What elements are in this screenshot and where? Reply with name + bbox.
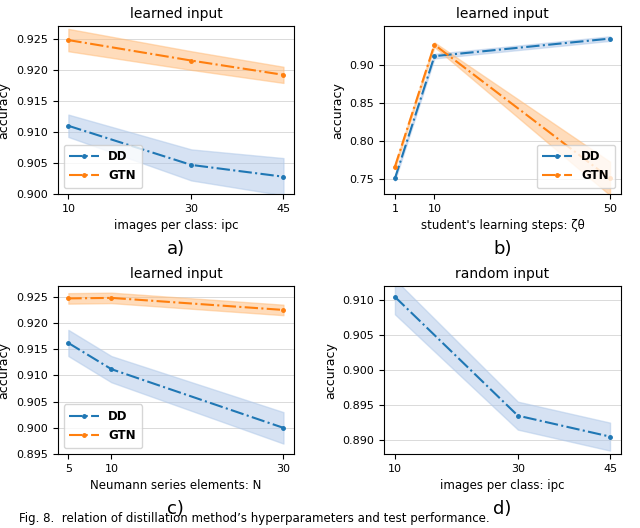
Title: learned input: learned input <box>129 7 222 21</box>
DD <box>280 425 287 431</box>
GTN <box>280 72 287 78</box>
Line: GTN: GTN <box>392 41 614 182</box>
GTN <box>606 175 614 182</box>
Title: learned input: learned input <box>129 267 222 281</box>
Y-axis label: accuracy: accuracy <box>0 82 10 139</box>
Line: DD: DD <box>65 122 287 180</box>
Text: a): a) <box>167 240 185 258</box>
DD <box>391 294 399 300</box>
Line: DD: DD <box>392 294 614 440</box>
DD <box>280 174 287 180</box>
Y-axis label: accuracy: accuracy <box>324 342 337 399</box>
DD <box>65 122 72 129</box>
Title: learned input: learned input <box>456 7 549 21</box>
DD <box>391 175 399 182</box>
Legend: DD, GTN: DD, GTN <box>536 145 615 188</box>
DD <box>514 412 522 419</box>
Legend: DD, GTN: DD, GTN <box>63 145 142 188</box>
GTN <box>108 295 115 301</box>
Text: d): d) <box>493 500 511 518</box>
DD <box>606 433 614 440</box>
DD <box>606 35 614 42</box>
GTN <box>188 58 195 64</box>
Line: DD: DD <box>392 35 614 182</box>
Legend: DD, GTN: DD, GTN <box>63 404 142 448</box>
Text: c): c) <box>168 500 184 518</box>
Y-axis label: accuracy: accuracy <box>331 82 344 139</box>
Line: GTN: GTN <box>65 36 287 78</box>
X-axis label: student's learning steps: ζθ: student's learning steps: ζθ <box>420 220 584 232</box>
DD <box>188 162 195 168</box>
Title: random input: random input <box>456 267 550 281</box>
X-axis label: images per class: ipc: images per class: ipc <box>114 220 238 232</box>
Text: b): b) <box>493 240 512 258</box>
GTN <box>431 42 438 48</box>
GTN <box>391 164 399 170</box>
Text: Fig. 8.  relation of distillation method’s hyperparameters and test performance.: Fig. 8. relation of distillation method’… <box>19 512 490 525</box>
Y-axis label: accuracy: accuracy <box>0 342 10 399</box>
DD <box>108 366 115 372</box>
GTN <box>65 295 72 301</box>
X-axis label: images per class: ipc: images per class: ipc <box>440 479 564 492</box>
X-axis label: Neumann series elements: N: Neumann series elements: N <box>90 479 262 492</box>
DD <box>65 340 72 346</box>
DD <box>431 53 438 59</box>
GTN <box>280 307 287 313</box>
Line: DD: DD <box>65 340 287 431</box>
GTN <box>65 37 72 43</box>
Line: GTN: GTN <box>65 295 287 314</box>
